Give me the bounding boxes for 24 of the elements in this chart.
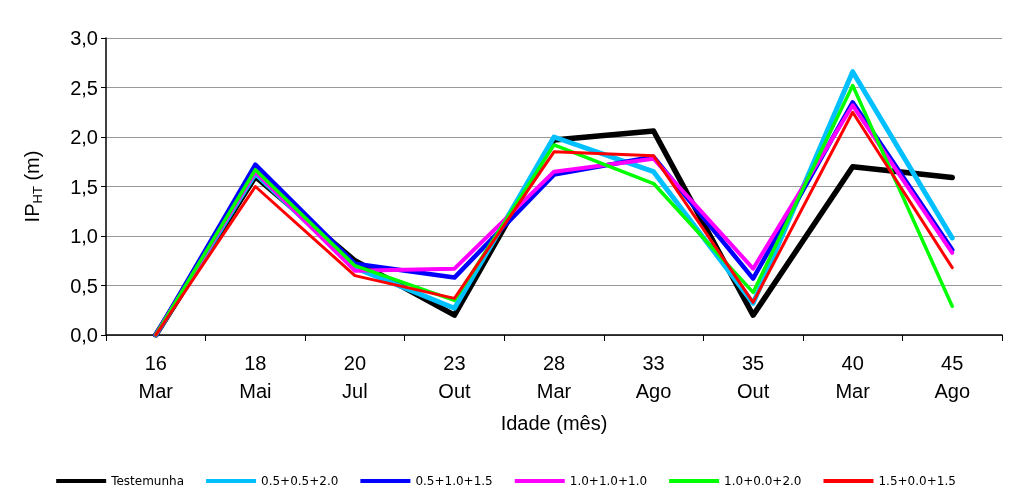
x-tick-label: 45 Ago bbox=[934, 352, 971, 402]
x-tick-label: 23 Out bbox=[438, 352, 471, 402]
y-tick-label: 0,0 bbox=[70, 324, 98, 346]
legend-label: Testemunha bbox=[110, 474, 185, 488]
y-tick-label: 1,5 bbox=[70, 175, 98, 198]
x-tick-label: 16 Mar bbox=[138, 352, 174, 402]
x-tick-label: 33 Ago bbox=[635, 352, 672, 402]
x-tick-label: 35 Out bbox=[736, 352, 770, 402]
y-tick-label: 2,5 bbox=[70, 76, 98, 99]
y-tick-label: 3,0 bbox=[70, 27, 98, 49]
legend-label: 1.5+0.0+1.5 bbox=[878, 474, 956, 488]
x-tick-label: 18 Mai bbox=[239, 352, 272, 402]
x-tick-label: 28 Mar bbox=[536, 352, 572, 402]
legend-label: 0.5+1.0+1.5 bbox=[415, 474, 493, 488]
x-tick-label: 20 Jul bbox=[342, 352, 368, 402]
x-tick-label: 40 Mar bbox=[835, 352, 871, 402]
y-axis-title: IPHT (m) bbox=[20, 150, 45, 223]
y-tick-label: 1,0 bbox=[70, 225, 98, 247]
legend-label: 1.0+1.0+1.0 bbox=[569, 474, 648, 488]
y-tick-label: 2,0 bbox=[70, 126, 98, 148]
legend-label: 1.0+0.0+2.0 bbox=[724, 474, 802, 488]
legend-label: 0.5+0.5+2.0 bbox=[261, 474, 339, 488]
x-axis-title: Idade (mês) bbox=[500, 412, 608, 434]
y-tick-label: 0,5 bbox=[70, 274, 98, 297]
